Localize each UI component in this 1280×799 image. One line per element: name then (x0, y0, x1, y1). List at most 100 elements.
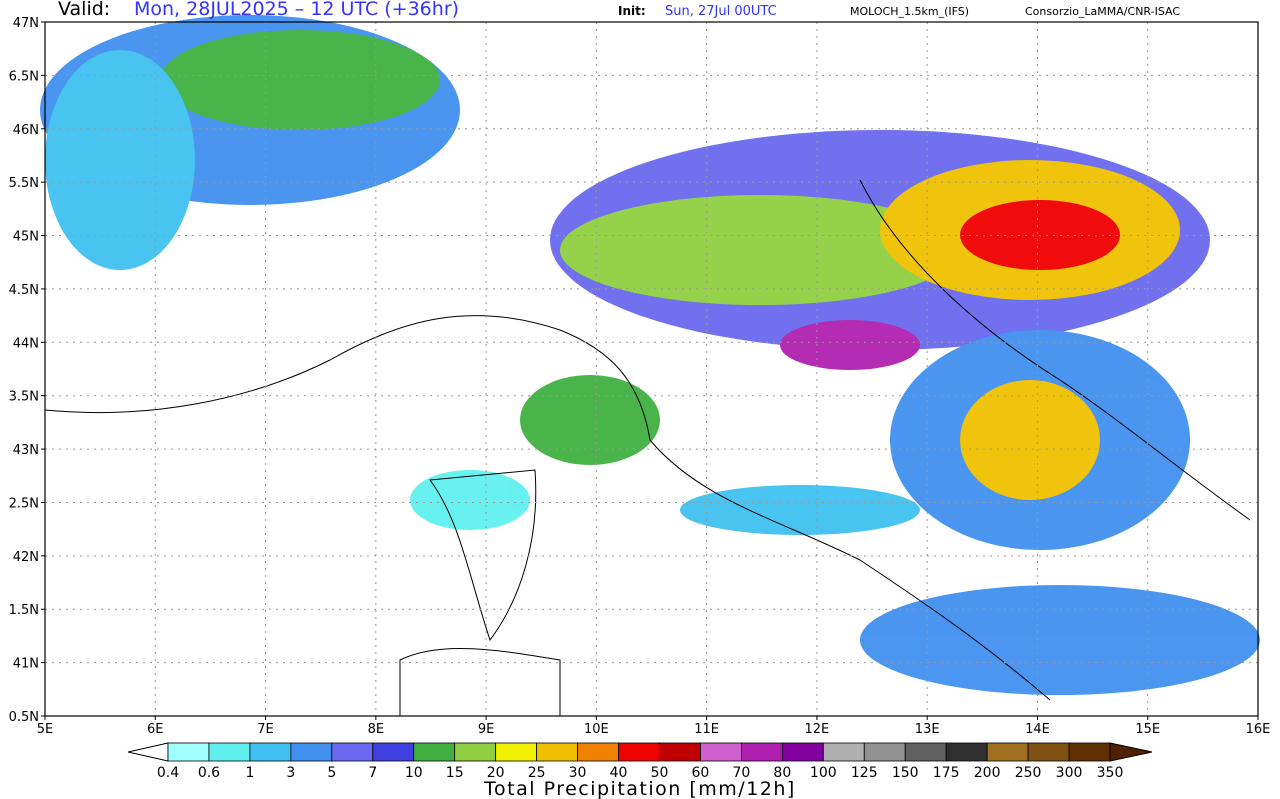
colorbar-box (986, 742, 1029, 762)
colorbar-label: 3 (286, 765, 295, 781)
colorbar-label: 80 (773, 765, 791, 781)
model-name: MOLOCH_1.5km_(IFS) (850, 5, 969, 18)
lat-label: 41N (13, 657, 39, 672)
colorbar-box (1068, 742, 1111, 762)
colorbar: 0.4 0.6 1 3 5 7 10 15 20 25 30 40 50 60 70 80 100 125 150 1… (127, 742, 1153, 781)
lon-label: 10E (584, 722, 609, 737)
colorbar-box (618, 742, 660, 762)
precip-area (45, 50, 195, 270)
colorbar-box (740, 742, 783, 762)
colorbar-box (454, 742, 497, 762)
colorbar-box (577, 742, 619, 762)
valid-time: Mon, 28JUL2025 – 12 UTC (+36hr) (134, 0, 459, 20)
colorbar-label: 70 (732, 765, 750, 781)
lat-label: 42N (13, 550, 39, 565)
lon-label: 12E (805, 722, 830, 737)
precip-area (560, 195, 960, 305)
lon-label: 11E (694, 722, 719, 737)
lon-label: 8E (368, 722, 385, 737)
lon-label: 9E (478, 722, 495, 737)
lon-label: 15E (1135, 722, 1160, 737)
island-outline (399, 648, 561, 717)
colorbar-box (331, 742, 374, 762)
precip-area (410, 470, 530, 530)
lat-label: 2.5N (9, 496, 39, 511)
precip-area (780, 320, 920, 370)
graticule (41, 21, 1259, 720)
colorbar-label: 40 (610, 765, 628, 781)
lat-label: 46N (13, 123, 39, 138)
colorbar-box (249, 742, 292, 762)
colorbar-label: 1 (245, 765, 254, 781)
colorbar-label: 7 (368, 765, 377, 781)
colorbar-title: Total Precipitation [mm/12h] (483, 778, 796, 799)
precip-area (520, 375, 660, 465)
valid-label: Valid: (58, 0, 110, 20)
colorbar-box (822, 742, 865, 762)
colorbar-label: 175 (933, 765, 960, 781)
lat-label: 47N (13, 16, 39, 31)
lat-label: 4.5N (9, 283, 39, 298)
colorbar-box (290, 742, 333, 762)
coastlines (44, 179, 1251, 717)
lon-label: 5E (37, 722, 54, 737)
colorbar-label: 300 (1056, 765, 1083, 781)
colorbar-box (781, 742, 824, 762)
colorbar-label: 0.4 (157, 765, 179, 781)
colorbar-label: 125 (851, 765, 878, 781)
precip-area (680, 485, 920, 535)
colorbar-box (863, 742, 906, 762)
lat-label: 45N (13, 230, 39, 245)
lat-label: 0.5N (9, 710, 39, 725)
colorbar-label: 10 (405, 765, 423, 781)
colorbar-label: 50 (651, 765, 669, 781)
lon-label: 16E (1246, 722, 1271, 737)
lat-label: 1.5N (9, 603, 39, 618)
lon-label: 14E (1025, 722, 1050, 737)
colorbar-label: 5 (327, 765, 336, 781)
island-outline (429, 469, 537, 642)
lat-label: 3.5N (9, 390, 39, 405)
precip-field (40, 15, 1260, 695)
colorbar-box (413, 742, 456, 762)
coastline (44, 315, 1051, 701)
colorbar-box (167, 742, 210, 762)
colorbar-box (904, 742, 947, 762)
colorbar-label: 250 (1015, 765, 1042, 781)
precip-area (860, 585, 1260, 695)
colorbar-arrow-high (1109, 742, 1153, 762)
colorbar-box (536, 742, 578, 762)
colorbar-label: 200 (974, 765, 1001, 781)
init-label: Init: (618, 4, 646, 18)
colorbar-box (372, 742, 415, 762)
precip-area (160, 30, 440, 130)
credit: Consorzio_LaMMA/CNR-ISAC (1025, 5, 1180, 18)
precip-area (960, 200, 1120, 270)
colorbar-label: 150 (892, 765, 919, 781)
lat-label: 43N (13, 443, 39, 458)
map-frame (44, 21, 1259, 717)
colorbar-box (1027, 742, 1070, 762)
colorbar-label: 0.6 (198, 765, 220, 781)
lon-label: 13E (915, 722, 940, 737)
lon-label: 6E (147, 722, 164, 737)
colorbar-label: 30 (569, 765, 587, 781)
colorbar-box (700, 742, 742, 762)
colorbar-label: 15 (446, 765, 464, 781)
lat-label: 6.5N (9, 69, 39, 84)
init-time: Sun, 27Jul 00UTC (665, 4, 777, 19)
colorbar-box (945, 742, 988, 762)
colorbar-box (659, 742, 701, 762)
lat-label: 44N (13, 336, 39, 351)
header: Valid: Mon, 28JUL2025 – 12 UTC (+36hr) I… (58, 0, 1180, 20)
colorbar-label: 100 (810, 765, 837, 781)
colorbar-label: 60 (692, 765, 710, 781)
coastline (859, 179, 1251, 521)
precip-area (960, 380, 1100, 500)
colorbar-label: 20 (487, 765, 505, 781)
lat-label: 5.5N (9, 176, 39, 191)
lon-label: 7E (257, 722, 274, 737)
colorbar-label: 350 (1097, 765, 1124, 781)
colorbar-label: 25 (528, 765, 546, 781)
